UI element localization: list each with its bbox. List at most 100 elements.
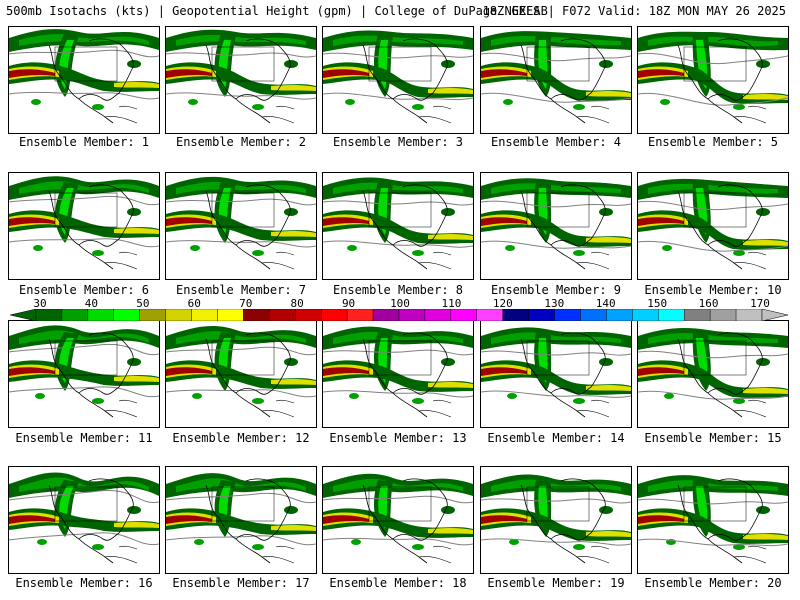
isotach-map [638,178,788,270]
colorbar-legend: 30 40 50 60 70 80 90 100 110 120 130 140 150 160 170 [0,297,800,321]
ensemble-member-panel [480,466,632,574]
ensemble-member-caption: Ensemble Member: 20 [644,576,782,590]
ensemble-member-caption: Ensemble Member: 3 [332,135,464,149]
colorbar-arrow-high [761,309,789,321]
isotach-map [481,178,631,270]
colorbar-arrow-low [9,309,37,321]
colorbar-swatch [113,309,140,321]
colorbar-swatch [191,309,218,321]
colorbar-swatches [9,309,789,321]
colorbar-swatch [735,309,763,321]
isotach-map [166,29,316,124]
colorbar-tick-label: 160 [698,297,719,310]
ensemble-member-caption: Ensemble Member: 15 [644,431,782,445]
ensemble-member-caption: Ensemble Member: 9 [490,283,622,297]
isotach-map [481,474,631,564]
ensemble-member-panel [165,466,317,574]
colorbar-swatch [450,309,477,321]
ensemble-member-panel [480,172,632,280]
ensemble-member-panel [637,26,789,134]
colorbar-tick-label: 60 [187,297,201,310]
colorbar-swatch [398,309,426,321]
ensemble-member-caption: Ensemble Member: 4 [490,135,622,149]
ensemble-member-caption: Ensemble Member: 8 [332,283,464,297]
isotach-map [9,325,159,418]
colorbar-swatch [269,309,296,321]
ensemble-member-panel [8,466,160,574]
colorbar-swatch [709,309,737,321]
isotach-map [481,327,631,418]
ensemble-member-caption: Ensemble Member: 5 [647,135,779,149]
colorbar-swatch [243,309,270,321]
ensemble-member-caption: Ensemble Member: 11 [15,431,153,445]
ensemble-member-panel [480,26,632,134]
product-title: 500mb Isotachs (kts) | Geopotential Heig… [6,4,548,18]
colorbar-tick-label: 80 [290,297,304,310]
ensemble-member-panel [165,26,317,134]
ensemble-member-caption: Ensemble Member: 1 [18,135,150,149]
ensemble-member-caption: Ensemble Member: 12 [172,431,310,445]
ensemble-member-caption: Ensemble Member: 10 [644,283,782,297]
colorbar-tick-label: 70 [239,297,253,310]
isotach-map [323,326,473,418]
ensemble-member-panel [322,466,474,574]
colorbar-tick-label: 90 [341,297,356,310]
ensemble-member-panel [8,26,160,134]
colorbar-swatch [580,309,607,321]
ensemble-member-caption: Ensemble Member: 19 [487,576,625,590]
colorbar-swatch [217,309,244,321]
colorbar-swatch [139,309,166,321]
isotach-map [166,326,316,418]
ensemble-member-caption: Ensemble Member: 14 [487,431,625,445]
colorbar-tick-label: 40 [84,297,99,310]
colorbar-tick-label: 140 [595,297,616,310]
ensemble-member-panel [637,172,789,280]
colorbar-tick-label: 30 [33,297,47,310]
isotach-map [638,475,788,564]
colorbar-swatch [502,309,529,321]
ensemble-member-panel [8,172,160,280]
colorbar-tick-label: 50 [136,297,150,310]
ensemble-member-panel [322,26,474,134]
colorbar-swatch [528,309,555,321]
colorbar-swatch [87,309,114,321]
colorbar-swatch [632,309,659,321]
colorbar-swatch [606,309,633,321]
header: 500mb Isotachs (kts) | Geopotential Heig… [0,0,800,22]
ensemble-member-panel [637,320,789,428]
colorbar-swatch [61,309,89,321]
isotach-map [638,328,788,418]
colorbar-tick-label: 170 [750,297,770,310]
colorbar-swatch [684,309,711,321]
isotach-map [323,473,473,564]
ensemble-member-panel [322,172,474,280]
ensemble-member-caption: Ensemble Member: 16 [15,576,153,590]
colorbar-swatch [346,309,374,321]
colorbar-swatch [295,309,322,321]
isotach-map [481,31,631,124]
isotach-map [9,29,159,124]
colorbar-swatch [372,309,400,321]
ensemble-member-panel [165,320,317,428]
ensemble-member-panel [480,320,632,428]
isotach-map [323,177,473,270]
ensemble-member-panel [165,172,317,280]
isotach-map [9,176,159,270]
isotach-map [166,473,316,564]
colorbar-tick-label: 100 [390,297,410,310]
colorbar-swatch [476,309,503,321]
isotach-map [638,31,788,124]
run-valid-time: 18Z GEFS | F072 Valid: 18Z MON MAY 26 20… [482,4,786,18]
colorbar-tick-label: 120 [492,297,513,310]
colorbar-tick-label: 150 [647,297,668,310]
ensemble-member-caption: Ensemble Member: 7 [175,283,307,297]
ensemble-member-panel [8,320,160,428]
ensemble-member-caption: Ensemble Member: 2 [175,135,307,149]
colorbar-swatch [658,309,685,321]
isotach-map [9,472,159,564]
colorbar-swatch [165,309,192,321]
colorbar-swatch [424,309,452,321]
ensemble-member-caption: Ensemble Member: 13 [329,431,467,445]
ensemble-member-caption: Ensemble Member: 17 [172,576,310,590]
ensemble-member-caption: Ensemble Member: 6 [18,283,150,297]
